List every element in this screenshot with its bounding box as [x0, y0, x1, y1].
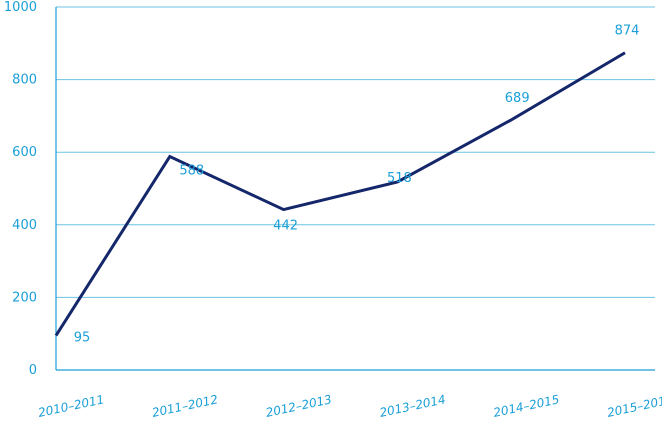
y-axis: 0 200 400 600 800 1000	[4, 0, 37, 378]
x-tick-label: 2014–2015	[492, 392, 561, 420]
y-tick-label: 800	[12, 73, 37, 88]
data-label: 518	[387, 171, 412, 186]
y-tick-label: 0	[29, 363, 37, 378]
series	[54, 51, 626, 337]
x-tick-label: 2010–2011	[37, 392, 106, 420]
y-tick-label: 600	[12, 145, 37, 160]
y-tick-label: 200	[12, 290, 37, 305]
data-label: 588	[179, 164, 204, 179]
x-axis: 2010–2011 2011–2012 2012–2013 2013–2014 2014…	[37, 392, 662, 420]
x-tick-label: 2013–2014	[378, 392, 447, 420]
x-tick-label: 2011–2012	[151, 392, 220, 420]
data-label: 95	[74, 331, 91, 346]
grid	[55, 6, 655, 371]
data-label: 689	[505, 91, 530, 106]
x-tick-label: 2012–2013	[265, 392, 334, 420]
y-tick-label: 400	[12, 218, 37, 233]
y-tick-label: 1000	[4, 0, 37, 15]
data-labels: 95 588 442 518 689 874	[74, 24, 640, 346]
x-tick-label: 2015–2016	[606, 392, 662, 420]
series-line	[54, 51, 626, 337]
data-label: 874	[615, 24, 640, 39]
data-label: 442	[273, 219, 298, 234]
